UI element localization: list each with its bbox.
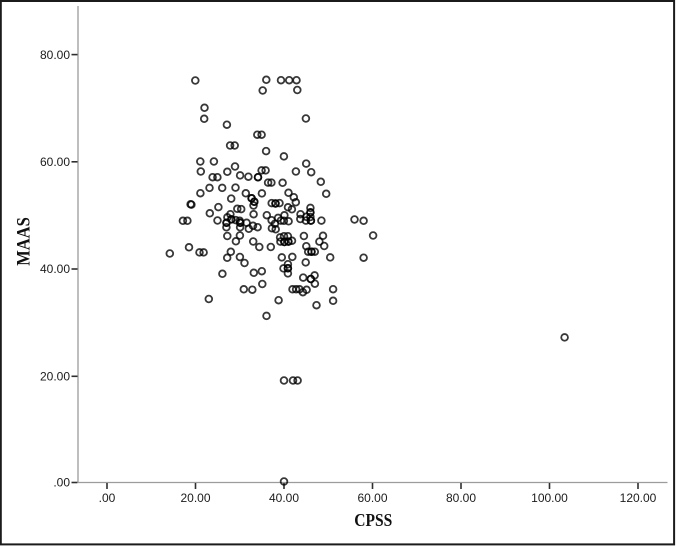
svg-text:80.00: 80.00 [40, 48, 70, 62]
svg-text:40.00: 40.00 [40, 262, 70, 276]
svg-text:CPSS: CPSS [354, 510, 392, 530]
svg-text:100.00: 100.00 [531, 491, 568, 505]
svg-text:.00: .00 [99, 491, 116, 505]
svg-text:20.00: 20.00 [40, 370, 70, 384]
svg-text:MAAS: MAAS [15, 217, 35, 266]
svg-text:120.00: 120.00 [620, 491, 657, 505]
svg-text:.00: .00 [53, 476, 70, 490]
svg-text:60.00: 60.00 [357, 491, 387, 505]
svg-text:60.00: 60.00 [40, 155, 70, 169]
svg-text:40.00: 40.00 [269, 491, 299, 505]
svg-text:20.00: 20.00 [180, 491, 210, 505]
svg-text:80.00: 80.00 [446, 491, 476, 505]
